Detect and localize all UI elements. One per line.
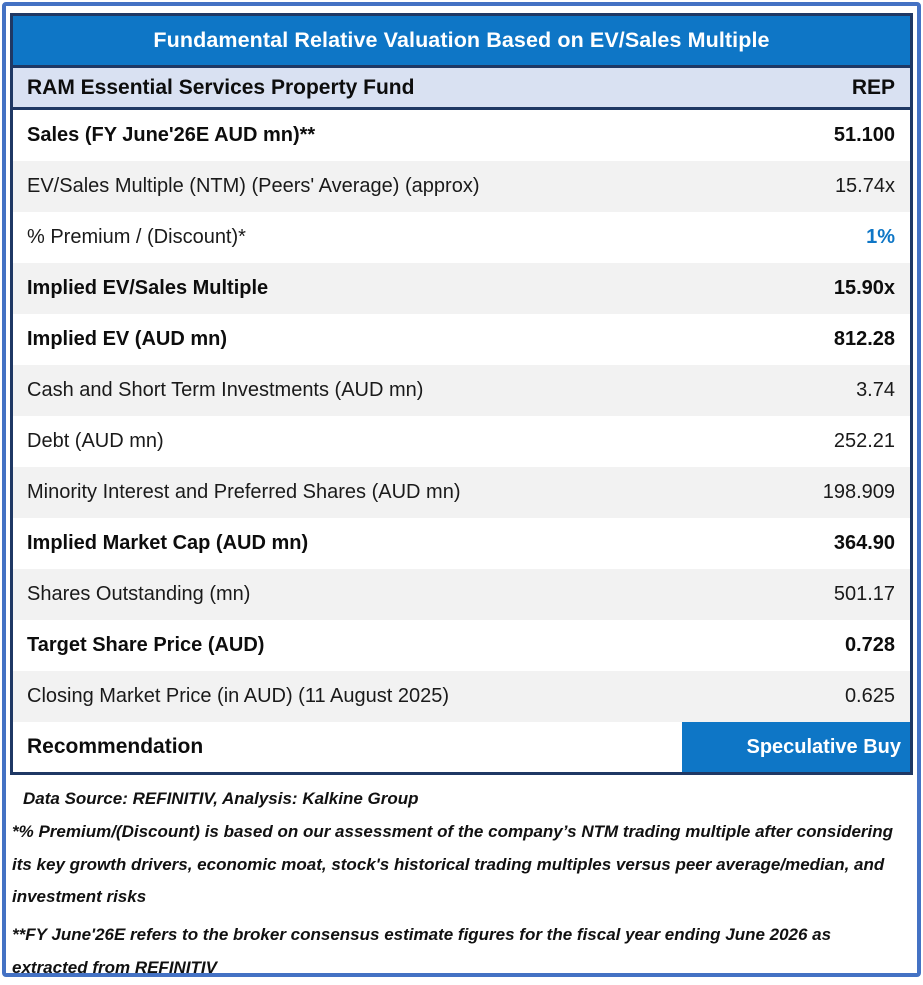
row-value: 0.728 (844, 634, 895, 656)
row-premium-discount: % Premium / (Discount)* 1% (13, 212, 910, 263)
row-value: 0.625 (844, 685, 895, 707)
row-sales: Sales (FY June'26E AUD mn)** 51.100 (13, 110, 910, 161)
row-value: 15.90x (833, 277, 895, 299)
row-implied-ev-sales-multiple: Implied EV/Sales Multiple 15.90x (13, 263, 910, 314)
table-title-bar: Fundamental Relative Valuation Based on … (13, 16, 910, 68)
ticker-code: REP (851, 75, 895, 99)
row-label: Cash and Short Term Investments (AUD mn) (27, 379, 424, 401)
row-value: 15.74x (834, 175, 895, 197)
row-ev-sales-multiple: EV/Sales Multiple (NTM) (Peers' Average)… (13, 161, 910, 212)
row-value: 3.74 (856, 379, 895, 401)
valuation-table: Fundamental Relative Valuation Based on … (10, 13, 913, 775)
table-rows: Sales (FY June'26E AUD mn)** 51.100 EV/S… (13, 110, 910, 722)
recommendation-label: Recommendation (27, 735, 204, 758)
row-label: Implied EV (AUD mn) (27, 328, 228, 350)
row-debt: Debt (AUD mn) 252.21 (13, 416, 910, 467)
recommendation-badge: Speculative Buy (682, 722, 910, 772)
row-label: Minority Interest and Preferred Shares (… (27, 481, 461, 503)
row-shares-outstanding: Shares Outstanding (mn) 501.17 (13, 569, 910, 620)
footnote-data-source: Data Source: REFINITIV, Analysis: Kalkin… (23, 789, 419, 808)
row-label: Implied EV/Sales Multiple (27, 277, 269, 299)
row-value: 198.909 (822, 481, 895, 503)
row-minority-interest: Minority Interest and Preferred Shares (… (13, 467, 910, 518)
footnotes: Data Source: REFINITIV, Analysis: Kalkin… (12, 783, 911, 985)
row-value: 364.90 (833, 532, 895, 554)
row-label: % Premium / (Discount)* (27, 226, 246, 248)
row-label: Debt (AUD mn) (27, 430, 164, 452)
row-label: Target Share Price (AUD) (27, 634, 265, 656)
row-target-share-price: Target Share Price (AUD) 0.728 (13, 620, 910, 671)
row-label: Implied Market Cap (AUD mn) (27, 532, 309, 554)
row-label: Shares Outstanding (mn) (27, 583, 251, 605)
row-recommendation: Recommendation Speculative Buy (13, 722, 910, 772)
company-header-row: RAM Essential Services Property Fund REP (13, 68, 910, 110)
row-implied-ev: Implied EV (AUD mn) 812.28 (13, 314, 910, 365)
row-closing-market-price: Closing Market Price (in AUD) (11 August… (13, 671, 910, 722)
table-title: Fundamental Relative Valuation Based on … (153, 28, 770, 52)
footnote-fy-estimate: **FY June'26E refers to the broker conse… (12, 925, 832, 977)
row-value: 252.21 (833, 430, 895, 452)
row-value: 1% (866, 226, 895, 248)
row-implied-market-cap: Implied Market Cap (AUD mn) 364.90 (13, 518, 910, 569)
row-label: Sales (FY June'26E AUD mn)** (27, 124, 316, 146)
company-name: RAM Essential Services Property Fund (27, 75, 415, 99)
row-value: 501.17 (833, 583, 895, 605)
row-cash-short-term-investments: Cash and Short Term Investments (AUD mn)… (13, 365, 910, 416)
row-value: 812.28 (833, 328, 895, 350)
row-value: 51.100 (833, 124, 895, 146)
row-label: EV/Sales Multiple (NTM) (Peers' Average)… (27, 175, 480, 197)
footnote-premium-discount: *% Premium/(Discount) is based on our as… (12, 821, 894, 907)
row-label: Closing Market Price (in AUD) (11 August… (27, 685, 450, 707)
